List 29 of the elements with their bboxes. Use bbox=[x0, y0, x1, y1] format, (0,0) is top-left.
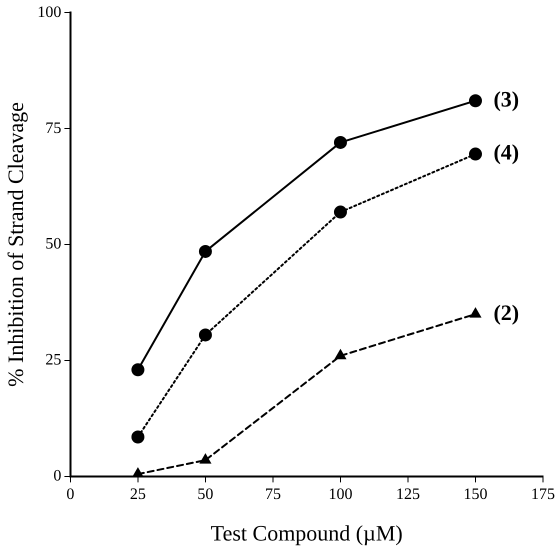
y-tick-label: 0 bbox=[53, 468, 62, 485]
point bbox=[468, 148, 482, 161]
point bbox=[468, 94, 482, 108]
y-axis-title: % Inhibition of Strand Cleavage bbox=[2, 102, 28, 387]
series-label: (4) bbox=[493, 140, 520, 165]
point bbox=[470, 308, 482, 318]
x-tick-label: 125 bbox=[396, 486, 420, 504]
point bbox=[131, 430, 144, 444]
x-tick-label: 50 bbox=[197, 486, 214, 504]
x-tick-label: 100 bbox=[328, 486, 352, 504]
point bbox=[334, 349, 346, 360]
point bbox=[131, 363, 144, 376]
x-axis-title: Test Compound (µM) bbox=[210, 520, 403, 546]
x-tick-label: 175 bbox=[531, 486, 555, 504]
y-tick-label: 25 bbox=[45, 352, 62, 369]
x-tick-label: 75 bbox=[264, 486, 281, 504]
point bbox=[334, 206, 347, 219]
series-label: (2) bbox=[493, 300, 520, 325]
y-tick-label: 50 bbox=[45, 236, 62, 253]
x-tick-label: 25 bbox=[130, 486, 146, 504]
y-tick-label: 75 bbox=[45, 120, 62, 137]
point bbox=[334, 136, 347, 149]
series-label: (3) bbox=[493, 86, 520, 112]
y-tick-label: 100 bbox=[37, 4, 62, 21]
x-tick-label: 0 bbox=[66, 486, 74, 504]
point bbox=[200, 454, 212, 464]
x-tick-label: 150 bbox=[463, 486, 488, 504]
point bbox=[198, 244, 212, 258]
point bbox=[198, 328, 212, 342]
